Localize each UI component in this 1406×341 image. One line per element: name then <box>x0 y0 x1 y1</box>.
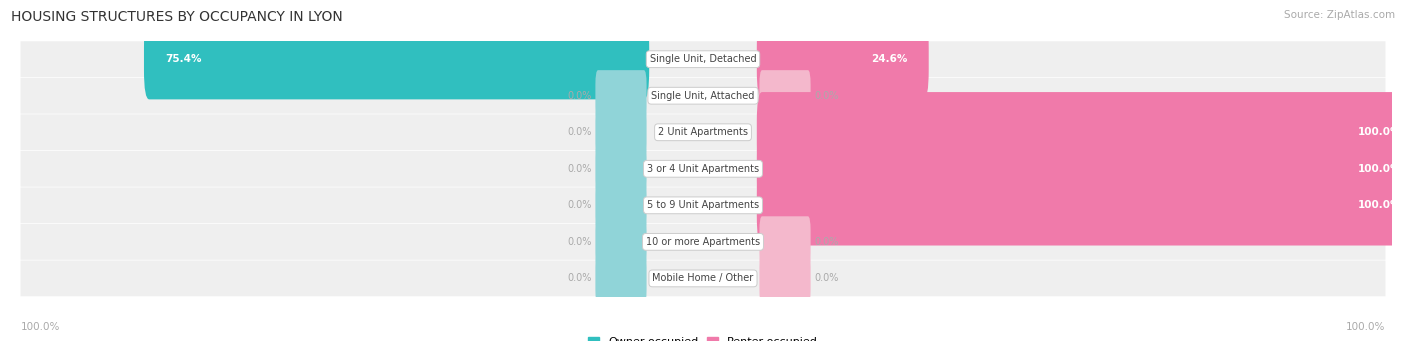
Text: 100.0%: 100.0% <box>1358 127 1402 137</box>
FancyBboxPatch shape <box>21 114 1385 150</box>
Text: 10 or more Apartments: 10 or more Apartments <box>645 237 761 247</box>
Text: 0.0%: 0.0% <box>567 200 592 210</box>
FancyBboxPatch shape <box>21 261 1385 296</box>
FancyBboxPatch shape <box>756 19 929 99</box>
Text: HOUSING STRUCTURES BY OCCUPANCY IN LYON: HOUSING STRUCTURES BY OCCUPANCY IN LYON <box>11 10 343 24</box>
Text: 100.0%: 100.0% <box>1358 164 1402 174</box>
FancyBboxPatch shape <box>21 188 1385 223</box>
FancyBboxPatch shape <box>759 70 811 121</box>
FancyBboxPatch shape <box>21 224 1385 260</box>
Text: 3 or 4 Unit Apartments: 3 or 4 Unit Apartments <box>647 164 759 174</box>
FancyBboxPatch shape <box>759 253 811 304</box>
FancyBboxPatch shape <box>595 253 647 304</box>
FancyBboxPatch shape <box>21 151 1385 187</box>
FancyBboxPatch shape <box>595 70 647 121</box>
Legend: Owner-occupied, Renter-occupied: Owner-occupied, Renter-occupied <box>588 337 818 341</box>
Text: 100.0%: 100.0% <box>1346 322 1385 332</box>
FancyBboxPatch shape <box>595 180 647 231</box>
FancyBboxPatch shape <box>595 143 647 194</box>
Text: 2 Unit Apartments: 2 Unit Apartments <box>658 127 748 137</box>
FancyBboxPatch shape <box>595 216 647 267</box>
Text: 100.0%: 100.0% <box>1358 200 1402 210</box>
FancyBboxPatch shape <box>21 78 1385 114</box>
FancyBboxPatch shape <box>595 107 647 158</box>
Text: Single Unit, Detached: Single Unit, Detached <box>650 54 756 64</box>
Text: 100.0%: 100.0% <box>21 322 60 332</box>
Text: 24.6%: 24.6% <box>870 54 907 64</box>
Text: 0.0%: 0.0% <box>567 164 592 174</box>
FancyBboxPatch shape <box>143 19 650 99</box>
Text: 0.0%: 0.0% <box>814 91 839 101</box>
FancyBboxPatch shape <box>756 129 1406 209</box>
Text: 75.4%: 75.4% <box>166 54 202 64</box>
Text: 0.0%: 0.0% <box>567 273 592 283</box>
Text: Source: ZipAtlas.com: Source: ZipAtlas.com <box>1284 10 1395 20</box>
Text: 0.0%: 0.0% <box>567 237 592 247</box>
Text: 0.0%: 0.0% <box>567 127 592 137</box>
Text: 0.0%: 0.0% <box>814 273 839 283</box>
FancyBboxPatch shape <box>756 165 1406 246</box>
Text: Single Unit, Attached: Single Unit, Attached <box>651 91 755 101</box>
Text: 0.0%: 0.0% <box>814 237 839 247</box>
Text: Mobile Home / Other: Mobile Home / Other <box>652 273 754 283</box>
FancyBboxPatch shape <box>21 41 1385 77</box>
Text: 0.0%: 0.0% <box>567 91 592 101</box>
Text: 5 to 9 Unit Apartments: 5 to 9 Unit Apartments <box>647 200 759 210</box>
FancyBboxPatch shape <box>756 92 1406 173</box>
FancyBboxPatch shape <box>759 216 811 267</box>
